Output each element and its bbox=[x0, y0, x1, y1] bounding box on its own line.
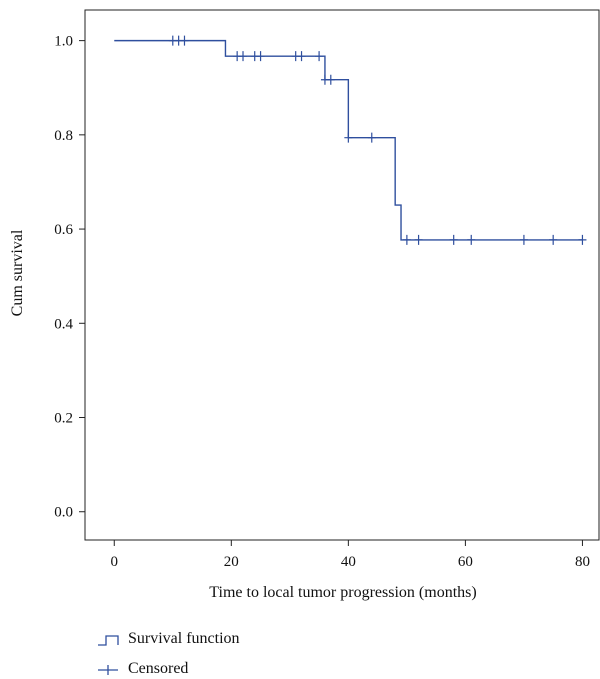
censored-marker bbox=[180, 35, 189, 46]
y-tick-label: 0.2 bbox=[54, 411, 73, 427]
censored-marker bbox=[467, 234, 476, 245]
plot-frame bbox=[84, 9, 600, 541]
x-tick-label: 20 bbox=[224, 554, 239, 570]
censored-marker bbox=[315, 51, 324, 62]
legend-label-survival-function: Survival function bbox=[128, 630, 240, 647]
x-tick-label: 0 bbox=[111, 554, 119, 570]
y-tick-label: 1.0 bbox=[54, 34, 73, 50]
legend-item-censored: Censored bbox=[98, 660, 188, 677]
censored-marker bbox=[402, 234, 411, 245]
plot-area bbox=[114, 35, 587, 245]
legend-item-survival-function: Survival function bbox=[98, 630, 240, 647]
y-tick-label: 0.8 bbox=[54, 128, 73, 144]
plus-marker-swatch bbox=[98, 665, 118, 675]
censored-marker bbox=[239, 51, 248, 62]
legend-label-censored: Censored bbox=[128, 660, 188, 677]
survival-function-line bbox=[114, 39, 583, 241]
censored-marker bbox=[297, 51, 306, 62]
y-tick-label: 0.0 bbox=[54, 505, 73, 521]
legend: Survival function Censored bbox=[98, 630, 240, 677]
y-tick-label: 0.6 bbox=[54, 222, 73, 238]
censored-marker bbox=[344, 132, 353, 143]
censored-marker bbox=[367, 132, 376, 143]
x-axis-title: Time to local tumor progression (months) bbox=[209, 584, 476, 601]
x-tick-label: 40 bbox=[341, 554, 356, 570]
chart-axes bbox=[84, 9, 600, 541]
x-tick-label: 60 bbox=[458, 554, 473, 570]
step-line-swatch bbox=[98, 635, 119, 646]
censored-marker bbox=[326, 74, 335, 85]
y-axis-title: Cum survival bbox=[9, 229, 26, 316]
y-tick-label: 0.4 bbox=[54, 316, 73, 332]
chart-ticks: 0 20 40 60 80 0.0 0.2 0.4 0.6 0.8 1.0 bbox=[54, 34, 590, 570]
censored-marker bbox=[578, 234, 587, 245]
x-tick-label: 80 bbox=[575, 554, 590, 570]
censored-marker bbox=[256, 51, 265, 62]
censored-marker bbox=[414, 234, 423, 245]
censored-marker bbox=[519, 234, 528, 245]
censored-marker bbox=[549, 234, 558, 245]
censored-marker bbox=[449, 234, 458, 245]
